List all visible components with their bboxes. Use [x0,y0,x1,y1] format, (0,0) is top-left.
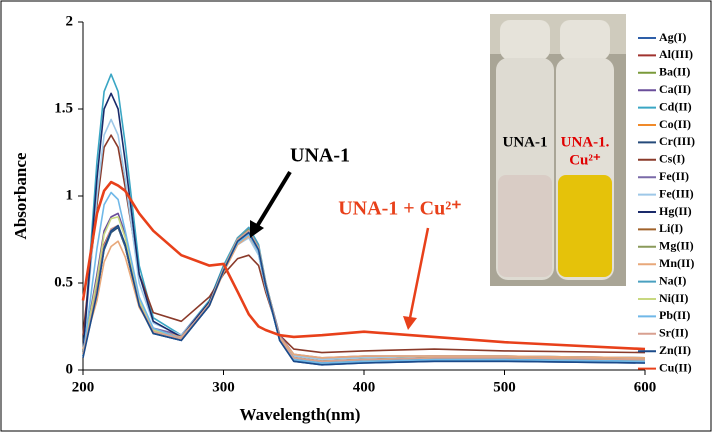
legend-label: Zn(II) [659,343,691,357]
series-line [81,180,646,351]
legend-label: Li(I) [659,221,683,235]
x-axis-label: Wavelength(nm) [240,405,361,424]
x-tick-label: 600 [634,379,657,395]
y-axis-label: Absorbance [11,152,30,239]
legend-label: Fe(II) [659,169,689,183]
y-tick-label: 1 [66,187,74,203]
legend-label: Cu(II) [659,360,692,374]
legend-label: Cr(III) [659,134,695,148]
legend-label: Mg(II) [659,239,694,253]
legend-label: Al(III) [659,47,693,61]
series-line [82,134,646,354]
legend-label: Sr(II) [659,326,688,340]
inset-photo: UNA-1 UNA-1. Cu²⁺ [490,14,626,286]
vial-cap [560,20,610,60]
annotation-arrow [408,227,430,319]
series-line [82,224,646,366]
legend-label: Na(I) [659,273,686,287]
inset-label: UNA-1 [503,134,548,150]
annotation-arrow [254,170,292,230]
legend-label: Cd(II) [659,99,692,113]
x-tick-label: 300 [212,379,235,395]
solution [498,175,552,277]
annotation: UNA-1 [290,145,350,167]
vial-cap [500,20,550,60]
inset-label: UNA-1. [561,134,610,150]
legend-label: Co(II) [659,117,691,131]
legend-label: Ba(II) [659,65,690,79]
annotation-arrowhead [403,316,417,330]
annotation-arrowhead [250,220,264,238]
y-tick-label: 0.5 [54,274,73,290]
x-tick-label: 400 [353,379,376,395]
legend-label: Pb(II) [659,308,690,322]
inset-label: Cu²⁺ [569,152,601,168]
annotation: UNA-1 + Cu²⁺ [338,198,462,220]
solution [558,175,612,277]
legend-label: Fe(III) [659,186,694,200]
legend-label: Mn(II) [659,256,694,270]
legend-label: Hg(II) [659,204,692,218]
legend-label: Ca(II) [659,82,691,96]
x-tick-label: 200 [72,379,95,395]
y-tick-label: 0 [66,361,74,377]
legend-label: Cs(I) [659,152,685,166]
y-tick-label: 1.5 [54,100,73,116]
series-line [82,235,646,359]
x-tick-label: 500 [493,379,516,395]
y-tick-label: 2 [66,13,74,29]
legend-label: Ni(II) [659,291,688,305]
legend-label: Ag(I) [659,30,686,44]
